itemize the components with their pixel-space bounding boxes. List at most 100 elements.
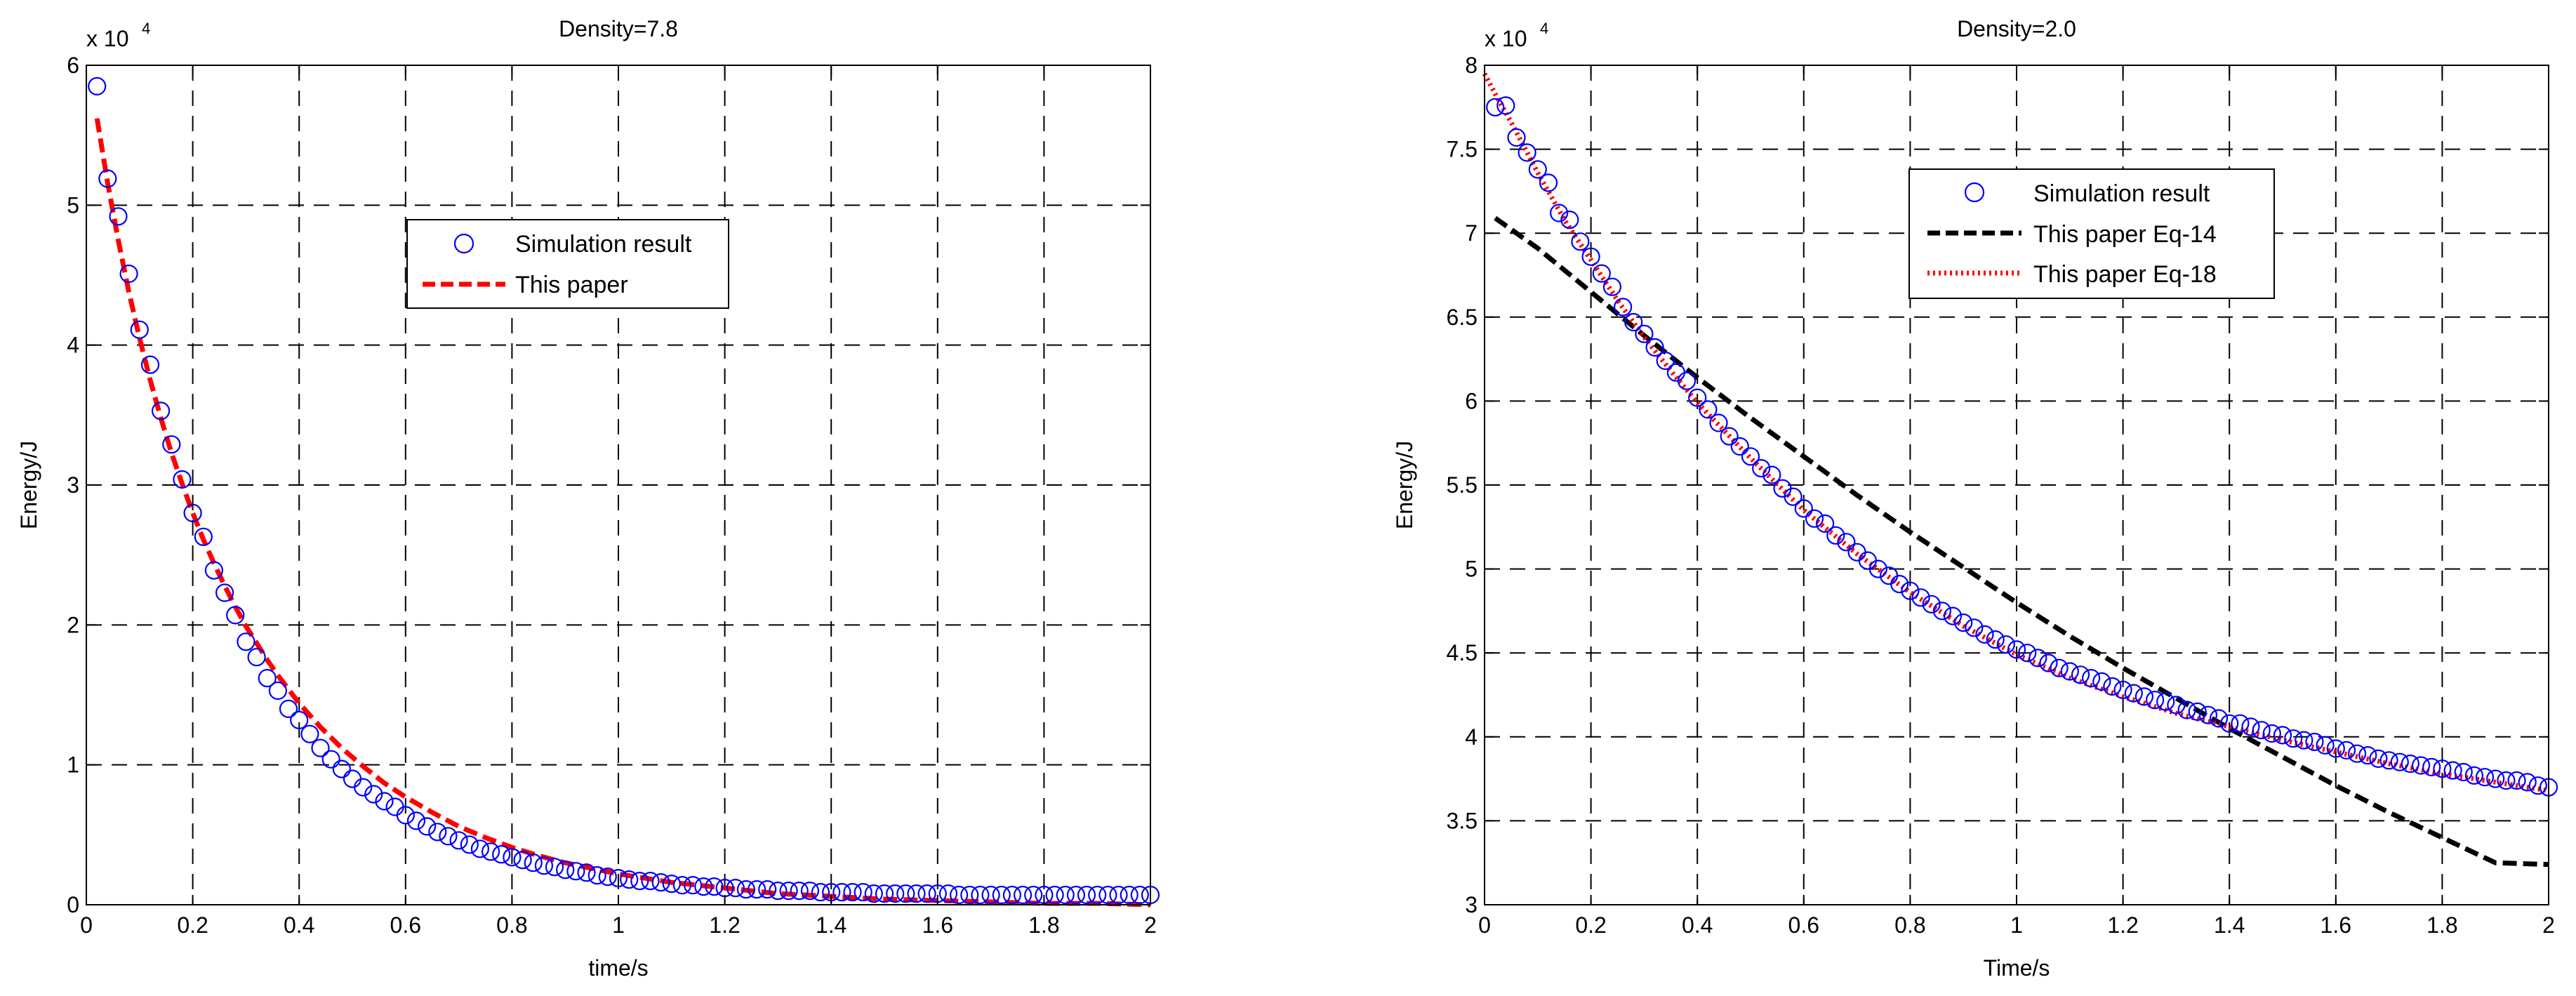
data-point-marker (1943, 606, 1963, 625)
data-point-marker (279, 699, 298, 719)
data-point-marker (769, 881, 788, 901)
y-tick-label: 8 (1465, 53, 1478, 78)
data-point-marker (949, 885, 969, 905)
data-point-marker (513, 851, 532, 870)
data-point-marker (268, 681, 287, 700)
data-point-marker (1932, 602, 1951, 620)
y-tick-label: 7.5 (1447, 137, 1478, 162)
data-point-marker (183, 503, 202, 523)
data-point-marker (2507, 771, 2526, 790)
data-point-marker (630, 871, 649, 891)
y-tick-label: 4 (67, 333, 79, 358)
data-point-marker (2422, 757, 2441, 777)
data-point-marker (1013, 885, 1033, 905)
data-point-marker (641, 871, 660, 891)
data-point-marker (726, 878, 745, 898)
data-point-marker (1826, 526, 1845, 545)
data-point-marker (2358, 745, 2377, 765)
data-point-marker (736, 879, 756, 899)
x-tick-label: 1.4 (2214, 912, 2245, 938)
data-point-marker (545, 858, 564, 877)
data-point-marker (886, 884, 905, 903)
chart-panel-density-2-0: 0 0.2 0.4 0.6 0.8 1 1.2 1.4 1.6 1.8 2 3 3.5 4 4.5 5 5.5 6… (1392, 16, 2558, 981)
data-point-marker (2007, 640, 2026, 659)
data-point-marker (2177, 700, 2196, 719)
data-point-marker (1581, 247, 1600, 266)
data-point-marker (1752, 458, 1771, 478)
data-point-marker (992, 885, 1011, 905)
data-point-marker (2018, 644, 2037, 663)
data-point-marker (492, 845, 511, 864)
data-point-marker (534, 856, 554, 875)
data-point-marker (396, 806, 415, 825)
y-tick-label: 3.5 (1447, 808, 1478, 833)
data-point-marker (1088, 885, 1107, 905)
data-point-marker (439, 827, 458, 846)
y-tick-label: 5.5 (1447, 472, 1478, 498)
x-tick-label: 0 (80, 912, 93, 938)
data-point-marker (587, 865, 606, 885)
data-point-marker (2305, 732, 2324, 752)
x-tick-label: 1.4 (816, 912, 847, 938)
y-exponent-power: 4 (142, 20, 150, 37)
data-point-marker (1677, 371, 1697, 390)
x-tick-label: 1.8 (2426, 912, 2457, 938)
data-point-marker (1805, 509, 1824, 528)
data-point-marker (971, 885, 990, 905)
data-point-marker (2464, 766, 2483, 785)
y-axis-label: Energy/J (16, 441, 41, 529)
data-point-marker (1816, 514, 1835, 533)
data-point-marker (2379, 751, 2398, 770)
data-point-marker (1794, 499, 1813, 518)
data-point-marker (2156, 692, 2175, 711)
x-tick-label: 0.6 (1788, 912, 1819, 938)
x-tick-label: 2 (2542, 912, 2555, 938)
data-point-marker (2103, 677, 2122, 696)
y-tick-label: 4.5 (1447, 640, 1478, 665)
data-point-marker (2135, 687, 2153, 706)
data-point-marker (1709, 413, 1728, 432)
data-point-marker (1975, 625, 1994, 644)
series-line-this-paper-eq-18 (1482, 72, 2549, 793)
data-point-marker (672, 875, 692, 895)
data-point-marker (2284, 729, 2303, 748)
x-tick-label: 0.6 (390, 912, 421, 938)
data-point-marker (1784, 487, 1802, 506)
data-point-marker (2113, 680, 2132, 699)
y-tick-label: 6 (67, 53, 79, 78)
legend: Simulation result This paper (406, 219, 729, 309)
data-point-marker (215, 583, 234, 602)
data-point-marker (1901, 581, 1920, 600)
data-point-marker (130, 320, 149, 339)
data-point-marker (620, 870, 639, 889)
y-tick-label: 3 (1465, 892, 1478, 917)
data-point-marker (2518, 773, 2537, 792)
data-point-marker (1699, 400, 1718, 419)
data-point-marker (566, 862, 585, 881)
data-point-marker (556, 861, 575, 879)
data-point-marker (609, 868, 628, 888)
data-point-marker (800, 881, 820, 901)
data-point-marker (1592, 264, 1611, 283)
data-point-marker (2209, 709, 2229, 728)
legend-label-simulation: Simulation result (2033, 180, 2210, 207)
data-point-marker (2443, 761, 2462, 780)
data-point-marker (1868, 559, 1887, 578)
legend-label-eq14: This paper Eq-14 (2033, 221, 2217, 248)
data-point-marker (2082, 668, 2101, 688)
data-point-marker (2497, 771, 2516, 790)
data-point-marker (524, 854, 543, 872)
data-point-marker (854, 882, 872, 902)
data-point-marker (2433, 759, 2452, 778)
data-point-marker (1518, 143, 1536, 162)
y-tick-label: 6 (1465, 388, 1478, 413)
data-point-marker (1056, 885, 1075, 905)
data-point-marker (1120, 885, 1138, 905)
data-point-marker (651, 872, 670, 892)
data-point-marker (152, 401, 171, 420)
data-point-marker (460, 835, 479, 854)
data-point-marker (2029, 649, 2047, 668)
data-point-marker (1077, 885, 1096, 905)
x-tick-label: 1 (2010, 912, 2023, 938)
y-exponent-power: 4 (1540, 20, 1548, 37)
